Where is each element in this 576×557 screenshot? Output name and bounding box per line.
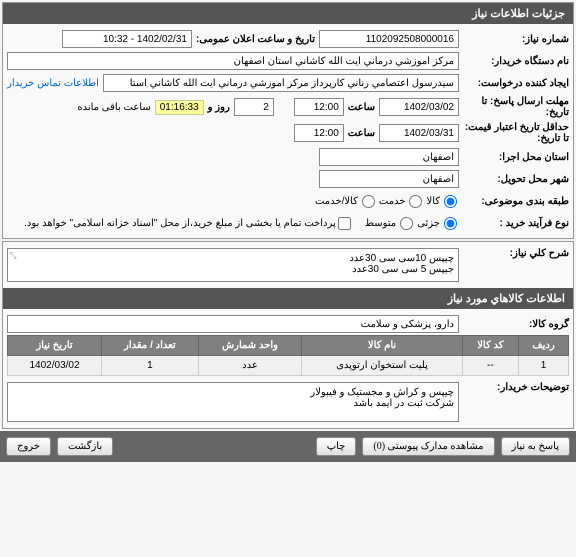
- validity-time-field: 12:00: [294, 124, 344, 142]
- countdown: 01:16:33: [155, 100, 204, 115]
- table-cell: 1: [102, 356, 199, 376]
- category-radio-group: کالا خدمت کالا/خدمت: [315, 195, 459, 208]
- items-header: اطلاعات کالاهاي مورد نیاز: [3, 288, 573, 309]
- radio-medium[interactable]: متوسط: [365, 217, 415, 230]
- buyer-org-field: مرکز اموزشي درماني ايت الله کاشاني استان…: [7, 52, 459, 70]
- back-button[interactable]: بازگشت: [57, 437, 113, 456]
- remain-label: ساعت باقی مانده: [77, 102, 154, 113]
- desc-line1: چیپس 10سی سی 30عدد: [12, 253, 454, 264]
- days-field: 2: [234, 98, 274, 116]
- buyer-notes-label: توضیحات خریدار:: [459, 382, 569, 393]
- buy-type-label: نوع فرآیند خرید :: [459, 218, 569, 229]
- table-header: نام کالا: [302, 336, 463, 356]
- creator-field: سیدرسول اعتصامي رناني کارپرداز مرکز اموز…: [103, 74, 459, 92]
- table-cell: عدد: [198, 356, 302, 376]
- table-cell: --: [462, 356, 518, 376]
- creator-label: ایجاد کننده درخواست:: [459, 78, 569, 89]
- validity-label: حداقل تاریخ اعتبار قیمت: تا تاریخ:: [459, 122, 569, 144]
- details-header: جزئیات اطلاعات نیاز: [3, 3, 573, 24]
- table-cell: 1: [518, 356, 568, 376]
- notes-line1: چیپس و کراش و مجستیک و فیبولار: [12, 387, 454, 398]
- table-header: واحد شمارش: [198, 336, 302, 356]
- goods-group-field: دارو، پزشکی و سلامت: [7, 315, 459, 333]
- send-deadline-label: مهلت ارسال پاسخ: تا تاریخ:: [459, 96, 569, 118]
- exit-button[interactable]: خروج: [6, 437, 51, 456]
- city-exec-field: اصفهان: [319, 148, 459, 166]
- footer-bar: پاسخ به نیاز مشاهده مدارک پیوستی (0) چاپ…: [0, 431, 576, 462]
- table-header: ردیف: [518, 336, 568, 356]
- radio-partial[interactable]: جزئی: [417, 217, 459, 230]
- validity-date-field: 1402/03/31: [379, 124, 459, 142]
- items-table: ردیفکد کالانام کالاواحد شمارشتعداد / مقد…: [7, 335, 569, 376]
- table-header: تاریخ نیاز: [8, 336, 102, 356]
- city-deliv-field: اصفهان: [319, 170, 459, 188]
- time-label-1: ساعت: [344, 102, 379, 113]
- goods-group-label: گروه کالا:: [459, 319, 569, 330]
- pub-date-field: 1402/02/31 - 10:32: [62, 30, 192, 48]
- send-time-field: 12:00: [294, 98, 344, 116]
- resize-icon[interactable]: ⤡: [10, 251, 16, 261]
- attachments-button[interactable]: مشاهده مدارک پیوستی (0): [362, 437, 494, 456]
- notes-line2: شرکت ثبت در ایمد باشد: [12, 398, 454, 409]
- table-cell: 1402/03/02: [8, 356, 102, 376]
- buyer-org-label: نام دستگاه خریدار:: [459, 56, 569, 67]
- need-no-field: 1102092508000016: [319, 30, 459, 48]
- radio-goods[interactable]: کالا: [426, 195, 459, 208]
- table-header: تعداد / مقدار: [102, 336, 199, 356]
- print-button[interactable]: چاپ: [316, 437, 357, 456]
- contact-link[interactable]: اطلاعات تماس خریدار: [7, 78, 99, 89]
- main-desc-box: ⤡ چیپس 10سی سی 30عدد جیپس 5 سی سی 30عدد: [7, 248, 459, 282]
- table-header: کد کالا: [462, 336, 518, 356]
- desc-line2: جیپس 5 سی سی 30عدد: [12, 264, 454, 275]
- radio-both[interactable]: کالا/خدمت: [315, 195, 377, 208]
- need-no-label: شماره نیاز:: [459, 34, 569, 45]
- table-cell: پلیت استخوان ارتوپدی: [302, 356, 463, 376]
- desc-panel: شرح کلي نیاز: ⤡ چیپس 10سی سی 30عدد جیپس …: [2, 241, 574, 429]
- respond-button[interactable]: پاسخ به نیاز: [501, 437, 571, 456]
- city-deliv-label: شهر محل تحویل:: [459, 174, 569, 185]
- pay-checkbox[interactable]: پرداخت تمام یا بخشی از مبلغ خرید،از محل …: [24, 217, 353, 230]
- city-exec-label: استان محل اجرا:: [459, 152, 569, 163]
- table-row[interactable]: 1--پلیت استخوان ارتوپدیعدد11402/03/02: [8, 356, 569, 376]
- radio-service[interactable]: خدمت: [379, 195, 425, 208]
- group-label: طبقه بندی موضوعی:: [459, 196, 569, 207]
- buy-type-radio-group: جزئی متوسط: [365, 217, 459, 230]
- buyer-notes-box: چیپس و کراش و مجستیک و فیبولار شرکت ثبت …: [7, 382, 459, 422]
- main-desc-label: شرح کلي نیاز:: [459, 248, 569, 259]
- send-date-field: 1402/03/02: [379, 98, 459, 116]
- time-label-2: ساعت: [344, 128, 379, 139]
- days-sep: روز و: [204, 102, 234, 113]
- details-panel: جزئیات اطلاعات نیاز شماره نیاز: 11020925…: [2, 2, 574, 239]
- pub-date-label: تاریخ و ساعت اعلان عمومی:: [192, 34, 319, 45]
